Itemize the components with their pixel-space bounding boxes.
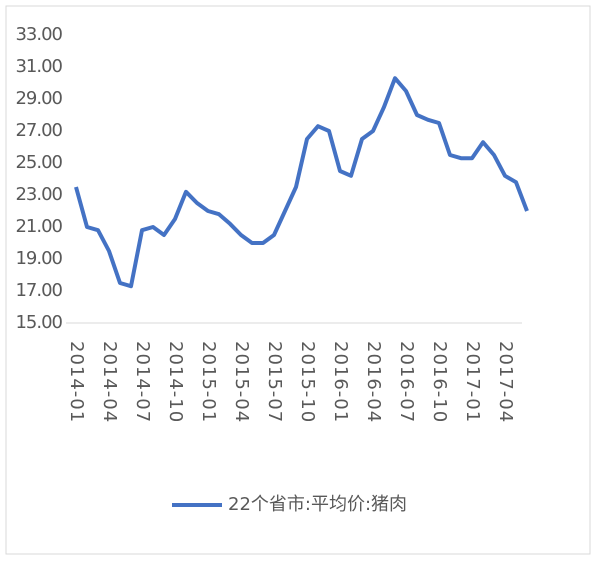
y-tick-label: 33.00 — [15, 24, 62, 45]
chart-frame — [5, 5, 591, 555]
x-tick-label: 2016-07 — [396, 341, 417, 423]
y-tick-label: 23.00 — [15, 184, 62, 205]
x-tick-label: 2016-01 — [330, 341, 351, 423]
line — [74, 76, 529, 289]
x-tick-label: 2017-01 — [462, 341, 483, 423]
y-tick-label: 27.00 — [15, 120, 62, 141]
y-tick-label: 31.00 — [15, 56, 62, 77]
x-tick-label: 2015-01 — [198, 341, 219, 423]
y-tick-label: 17.00 — [15, 280, 62, 301]
x-tick-label: 2015-10 — [297, 341, 318, 423]
x-tick-label: 2016-10 — [429, 341, 450, 423]
y-tick-label: 19.00 — [15, 248, 62, 269]
x-tick-label: 2014-10 — [165, 341, 186, 423]
y-tick-label: 21.00 — [15, 216, 62, 237]
x-tick-label: 2014-01 — [66, 341, 87, 423]
x-tick-label: 2015-07 — [264, 341, 285, 423]
x-tick-label: 2015-04 — [231, 341, 252, 423]
x-tick-label: 2014-04 — [99, 341, 120, 423]
legend-label: 22个省市:平均价:猪肉 — [228, 494, 407, 515]
x-tick-label: 2017-04 — [495, 341, 516, 423]
x-tick-label: 2016-04 — [363, 341, 384, 423]
y-tick-label: 15.00 — [15, 312, 62, 333]
x-tick-label: 2014-07 — [132, 341, 153, 423]
y-tick-label: 25.00 — [15, 152, 62, 173]
y-tick-label: 29.00 — [15, 88, 62, 109]
